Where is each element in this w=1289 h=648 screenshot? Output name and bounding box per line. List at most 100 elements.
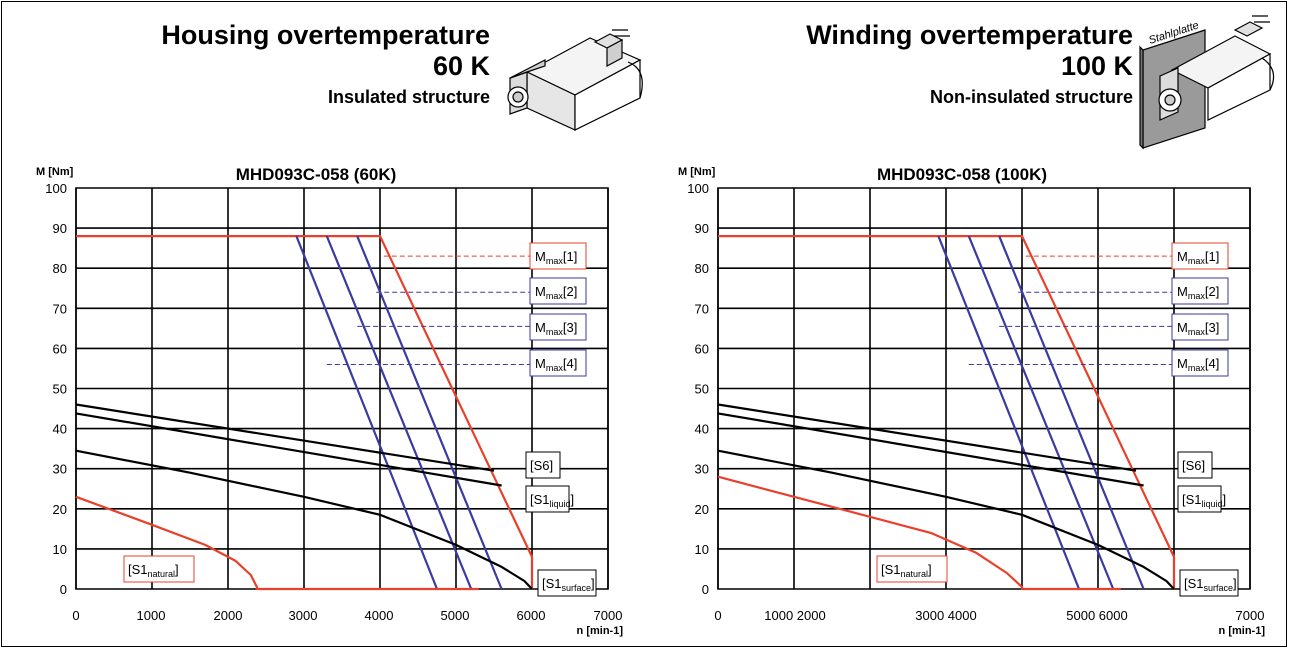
series-line-3 <box>325 235 473 590</box>
x-tick-label: 0 <box>72 608 79 623</box>
y-axis-label: M [Nm] <box>678 166 716 178</box>
chart-right: MHD093C-058 (100K) M [Nm] n [min-1] 0 10 20 30… <box>678 165 1265 637</box>
legend-box <box>1171 313 1229 341</box>
series-line-2 <box>998 235 1145 590</box>
curve-label: [S1liquid] <box>530 492 574 509</box>
series-line-8 <box>75 495 479 591</box>
y-tick-label: 0 <box>702 582 709 597</box>
legend-box <box>1171 277 1229 305</box>
x-tick-label: 5000 6000 <box>1066 608 1127 623</box>
curve-label-box <box>123 555 195 583</box>
chart-title: MHD093C-058 (60K) <box>236 165 397 184</box>
legend-box <box>529 313 587 341</box>
legend-label: Mmax[2] <box>1177 284 1219 301</box>
x-tick-label: 5000 <box>441 608 470 623</box>
left-panel-header: Housing overtemperature 60 K Insulated s… <box>60 20 490 107</box>
y-tick-label: 30 <box>53 462 67 477</box>
legend-box <box>1171 349 1229 377</box>
y-tick-label: 70 <box>53 301 67 316</box>
legend-label: Mmax[4] <box>535 356 577 373</box>
motor-illustration-non-insulated <box>1139 15 1275 150</box>
x-tick-label: 1000 2000 <box>764 608 825 623</box>
series-line-4 <box>295 235 439 590</box>
left-heading: Housing overtemperature <box>161 20 490 50</box>
curve-label-box <box>1177 485 1222 513</box>
legend-label: Mmax[3] <box>1177 320 1219 337</box>
legend-box <box>529 349 587 377</box>
legend-label: Mmax[3] <box>535 320 577 337</box>
left-temperature: 60 K <box>432 51 490 81</box>
x-tick-label: 7000 <box>1236 608 1265 623</box>
series-line-8 <box>717 475 1121 591</box>
x-tick-label: 7000 <box>594 608 623 623</box>
y-tick-label: 40 <box>695 422 709 437</box>
series-line-4 <box>937 235 1081 590</box>
curve-label-box <box>1179 569 1239 597</box>
legend-box <box>529 242 587 270</box>
left-structure: Insulated structure <box>327 87 490 107</box>
y-tick-label: 90 <box>695 221 709 236</box>
legend-box <box>1171 242 1229 270</box>
legend-label: Mmax[1] <box>1177 249 1219 266</box>
motor-illustration-insulated <box>507 29 643 131</box>
x-tick-label: 1000 <box>137 608 166 623</box>
chart-left: MHD093C-058 (60K) M [Nm] n [min-1] 0 10 20 30 4… <box>36 165 623 637</box>
legend-label: Mmax[2] <box>535 284 577 301</box>
y-tick-label: 50 <box>695 382 709 397</box>
right-temperature: 100 K <box>1060 51 1133 81</box>
y-axis-label: M [Nm] <box>36 166 74 178</box>
series-line-5 <box>75 403 495 472</box>
series-line-2 <box>356 235 503 590</box>
y-tick-label: 70 <box>695 301 709 316</box>
x-axis-label: n [min-1] <box>577 625 624 637</box>
chart-title: MHD093C-058 (100K) <box>877 165 1047 184</box>
y-tick-label: 80 <box>53 261 67 276</box>
series-line-5 <box>717 403 1137 472</box>
series-line-1 <box>76 235 534 589</box>
y-tick-label: 40 <box>53 422 67 437</box>
curve-label: [S1surface] <box>542 576 595 593</box>
curve-label-box <box>537 569 597 597</box>
curve-label-box <box>876 555 948 583</box>
legend-label: Mmax[4] <box>1177 356 1219 373</box>
y-tick-label: 90 <box>53 221 67 236</box>
curve-label-box <box>525 451 561 479</box>
y-tick-label: 100 <box>687 181 709 196</box>
right-panel-header: Winding overtemperature 100 K Non-insula… <box>700 20 1133 107</box>
x-tick-label: 3000 4000 <box>915 608 976 623</box>
curve-label: [S1liquid] <box>1182 492 1226 509</box>
x-tick-label: 6000 <box>517 608 546 623</box>
series-line-7 <box>75 449 533 590</box>
y-tick-label: 60 <box>695 341 709 356</box>
y-tick-label: 50 <box>53 382 67 397</box>
y-tick-label: 10 <box>53 542 67 557</box>
legend-box <box>529 277 587 305</box>
x-tick-label: 0 <box>714 608 721 623</box>
y-tick-label: 20 <box>695 502 709 517</box>
y-tick-label: 60 <box>53 341 67 356</box>
x-tick-label: 4000 <box>365 608 394 623</box>
curve-label: [S1surface] <box>1184 576 1237 593</box>
right-heading: Winding overtemperature <box>806 20 1133 50</box>
series-line-6 <box>75 412 502 487</box>
series-line-1 <box>718 235 1176 589</box>
y-tick-label: 100 <box>45 181 67 196</box>
curve-label: [S1natural] <box>881 562 932 579</box>
series-line-3 <box>967 235 1115 590</box>
y-tick-label: 30 <box>695 462 709 477</box>
y-tick-label: 20 <box>53 502 67 517</box>
y-tick-label: 0 <box>60 582 67 597</box>
y-tick-label: 10 <box>695 542 709 557</box>
y-tick-label: 80 <box>695 261 709 276</box>
x-tick-label: 3000 <box>289 608 318 623</box>
x-axis-label: n [min-1] <box>1219 625 1266 637</box>
series-line-6 <box>717 412 1144 487</box>
x-tick-label: 2000 <box>214 608 243 623</box>
curve-label-box <box>1177 451 1213 479</box>
right-structure: Non-insulated structure <box>929 87 1133 107</box>
curve-label: [S1natural] <box>128 562 179 579</box>
curve-label-box <box>525 485 570 513</box>
curve-label: [S6] <box>1182 458 1205 473</box>
